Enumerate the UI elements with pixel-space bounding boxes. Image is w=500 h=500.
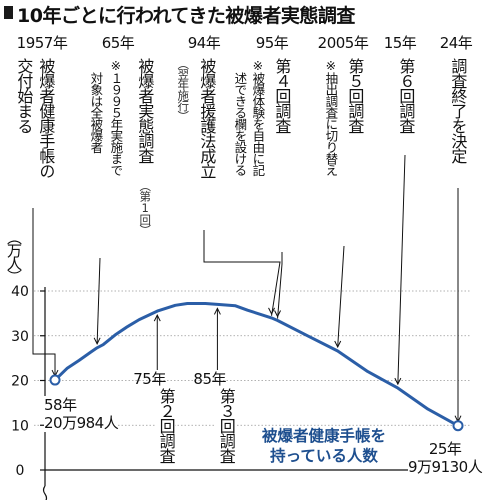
event-description: 交付始まる [14,58,34,133]
event-connector [32,208,56,377]
event-arrowhead [274,310,282,318]
y-tick-label: 10 [11,418,29,434]
data-point [66,367,68,369]
start-year: 58年 [44,396,77,414]
survey-name-label: 第３回調査 [216,388,236,463]
event-year-label: 1957年 [16,34,68,52]
data-point [234,305,236,307]
data-point [126,326,128,328]
event-year-label: 15年 [383,34,417,52]
event-description: 第４回調査 [272,58,292,133]
event-year-label: 95年 [255,34,289,52]
start-value-label: 58年 20万984人 [44,396,119,432]
event-subnote: （第1回） [138,180,153,235]
data-point [138,319,140,321]
lower-arrowhead [213,307,221,315]
data-point [367,371,369,373]
data-point [102,344,104,346]
data-point [397,387,399,389]
column-headers: 1957年 65年 94年 95年 2005年 15年 24年 [0,32,500,54]
event-description: 第６回調査 [396,58,416,133]
endpoint-marker [49,374,61,386]
event-arrowhead [394,377,402,386]
lower-arrowhead [153,314,161,322]
y-tick-label: 30 [11,329,29,345]
survey-year-label: 85年 [193,370,226,388]
series-line [53,302,460,428]
data-point [271,317,273,319]
event-note: 述できる欄を設ける [232,72,248,176]
survey-name-label: 第２回調査 [156,388,176,463]
data-point [96,347,98,349]
axis-break [42,485,48,500]
event-connector [96,257,101,344]
event-arrowhead [334,340,342,349]
event-note: 対象は全被爆者 [88,72,104,153]
data-point [427,408,429,410]
event-note: ※１９９５年実施まで [108,58,124,176]
end-count: 9万9130人 [408,458,483,476]
title-bar: 10年ごとに行われてきた被爆者実態調査 [0,0,500,27]
series-label: 被爆者健康手帳を 持っている人数 [262,426,386,466]
y-tick-label: 20 [11,374,29,390]
data-point [277,320,279,322]
data-point [78,359,80,361]
data-point [114,334,116,336]
end-year: 25年 [428,440,462,458]
chart-title: 10年ごとに行われてきた被爆者実態調査 [17,5,355,27]
end-value-label: 25年 9万9130人 [408,440,483,476]
y-axis-unit: （万人） [5,230,23,282]
event-year-label: 65年 [101,34,135,52]
event-description: 被爆者健康手帳の [36,58,56,178]
event-description: 第５回調査 [345,58,365,133]
y-tick-label: 0 [16,463,25,479]
event-connector [397,154,406,385]
data-point [174,304,176,306]
event-note: ※被爆体験を自由に記 [250,58,266,176]
event-year-label: 24年 [439,34,473,52]
title-marker [4,6,13,19]
y-tick-label: 40 [11,284,29,300]
data-point [307,335,309,337]
event-description: 被爆者実態調査 [135,58,155,163]
survey-year-label: 75年 [133,370,166,388]
event-connector [203,230,281,316]
event-year-label: 2005年 [317,34,369,52]
data-point [246,309,248,311]
start-count: 20万984人 [44,414,119,432]
data-point [337,350,339,352]
endpoint-marker [452,420,464,432]
event-description: 調査終了を決定 [448,58,468,163]
event-arrowhead [268,307,275,315]
event-arrowhead [93,337,101,345]
data-point [204,303,206,305]
event-description: 被爆者援護法成立 [197,58,217,178]
data-point [216,303,218,305]
event-year-label: 94年 [187,34,221,52]
data-point [90,351,92,353]
event-note: ※抽出調査に切り替え [323,58,339,176]
event-connector [337,245,345,347]
event-connector [277,252,283,319]
series-label-line2: 持っている人数 [270,447,378,466]
data-point [156,310,158,312]
event-subnote: （翌年施行） [176,58,191,121]
series-label-line1: 被爆者健康手帳を [262,427,387,445]
data-point [186,303,188,305]
